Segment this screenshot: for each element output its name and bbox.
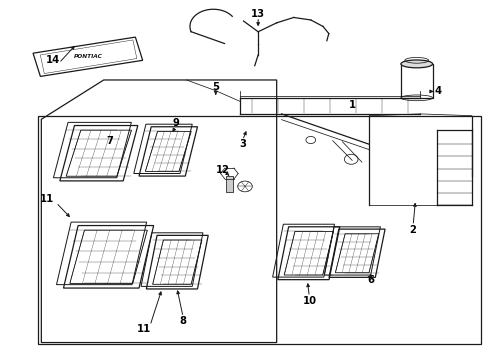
Bar (38, 116, 481, 344)
Bar (225, 176, 233, 192)
Text: 4: 4 (434, 86, 441, 96)
Text: 9: 9 (172, 118, 179, 128)
Text: 3: 3 (239, 139, 246, 149)
Text: 14: 14 (46, 55, 60, 65)
Text: PONTIAC: PONTIAC (74, 54, 102, 59)
Text: 11: 11 (40, 194, 54, 204)
Text: 12: 12 (216, 165, 230, 175)
Ellipse shape (401, 60, 433, 68)
Text: 7: 7 (106, 136, 113, 147)
Text: 13: 13 (251, 9, 265, 19)
Text: 11: 11 (137, 324, 151, 334)
Text: 1: 1 (348, 100, 356, 110)
Bar (401, 64, 433, 98)
Text: 6: 6 (367, 275, 374, 285)
Text: 2: 2 (410, 225, 416, 235)
Text: 5: 5 (212, 82, 219, 92)
Text: 10: 10 (302, 296, 317, 306)
Text: 8: 8 (180, 316, 187, 326)
